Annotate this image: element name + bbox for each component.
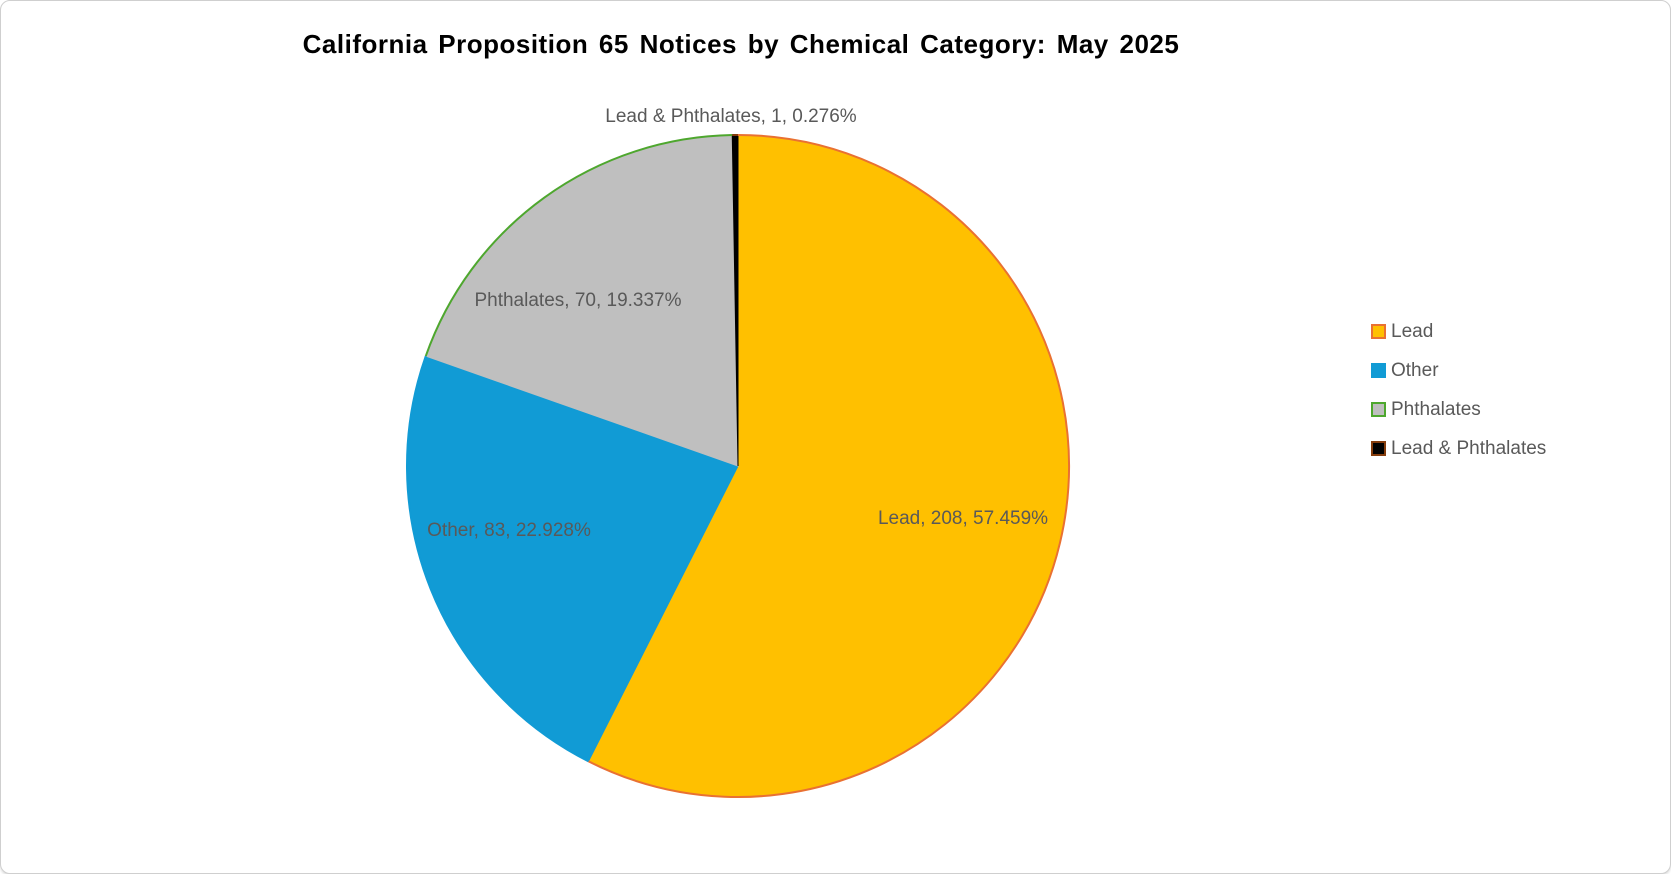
legend-item-lead-phthalates: Lead & Phthalates [1371,429,1546,468]
data-label-lead: Lead, 208, 57.459% [877,508,1049,529]
pie-slice-border-lead [588,134,1070,798]
legend-swatch-lead-icon [1371,324,1386,339]
pie-slice-border-phthalates [424,134,733,357]
legend-item-lead: Lead [1371,312,1546,351]
data-label-phthalates: Phthalates, 70, 19.337% [474,290,682,311]
pie-slice-border-other [406,355,589,763]
legend-item-other: Other [1371,351,1546,390]
legend-label-lead: Lead [1391,320,1434,342]
legend-item-phthalates: Phthalates [1371,390,1546,429]
data-label-other: Other, 83, 22.928% [427,520,591,541]
legend-label-phthalates: Phthalates [1391,398,1481,420]
legend-swatch-lead-phthalates-icon [1371,441,1386,456]
chart-title: California Proposition 65 Notices by Che… [302,29,1180,59]
legend-label-other: Other [1391,359,1439,381]
legend: Lead Other Phthalates Lead & Phthalates [1371,312,1546,468]
legend-swatch-other-icon [1371,363,1386,378]
legend-label-lead-phthalates: Lead & Phthalates [1391,437,1547,459]
data-label-lead-phthalates: Lead & Phthalates, 1, 0.276% [605,106,857,127]
legend-swatch-phthalates-icon [1371,402,1386,417]
